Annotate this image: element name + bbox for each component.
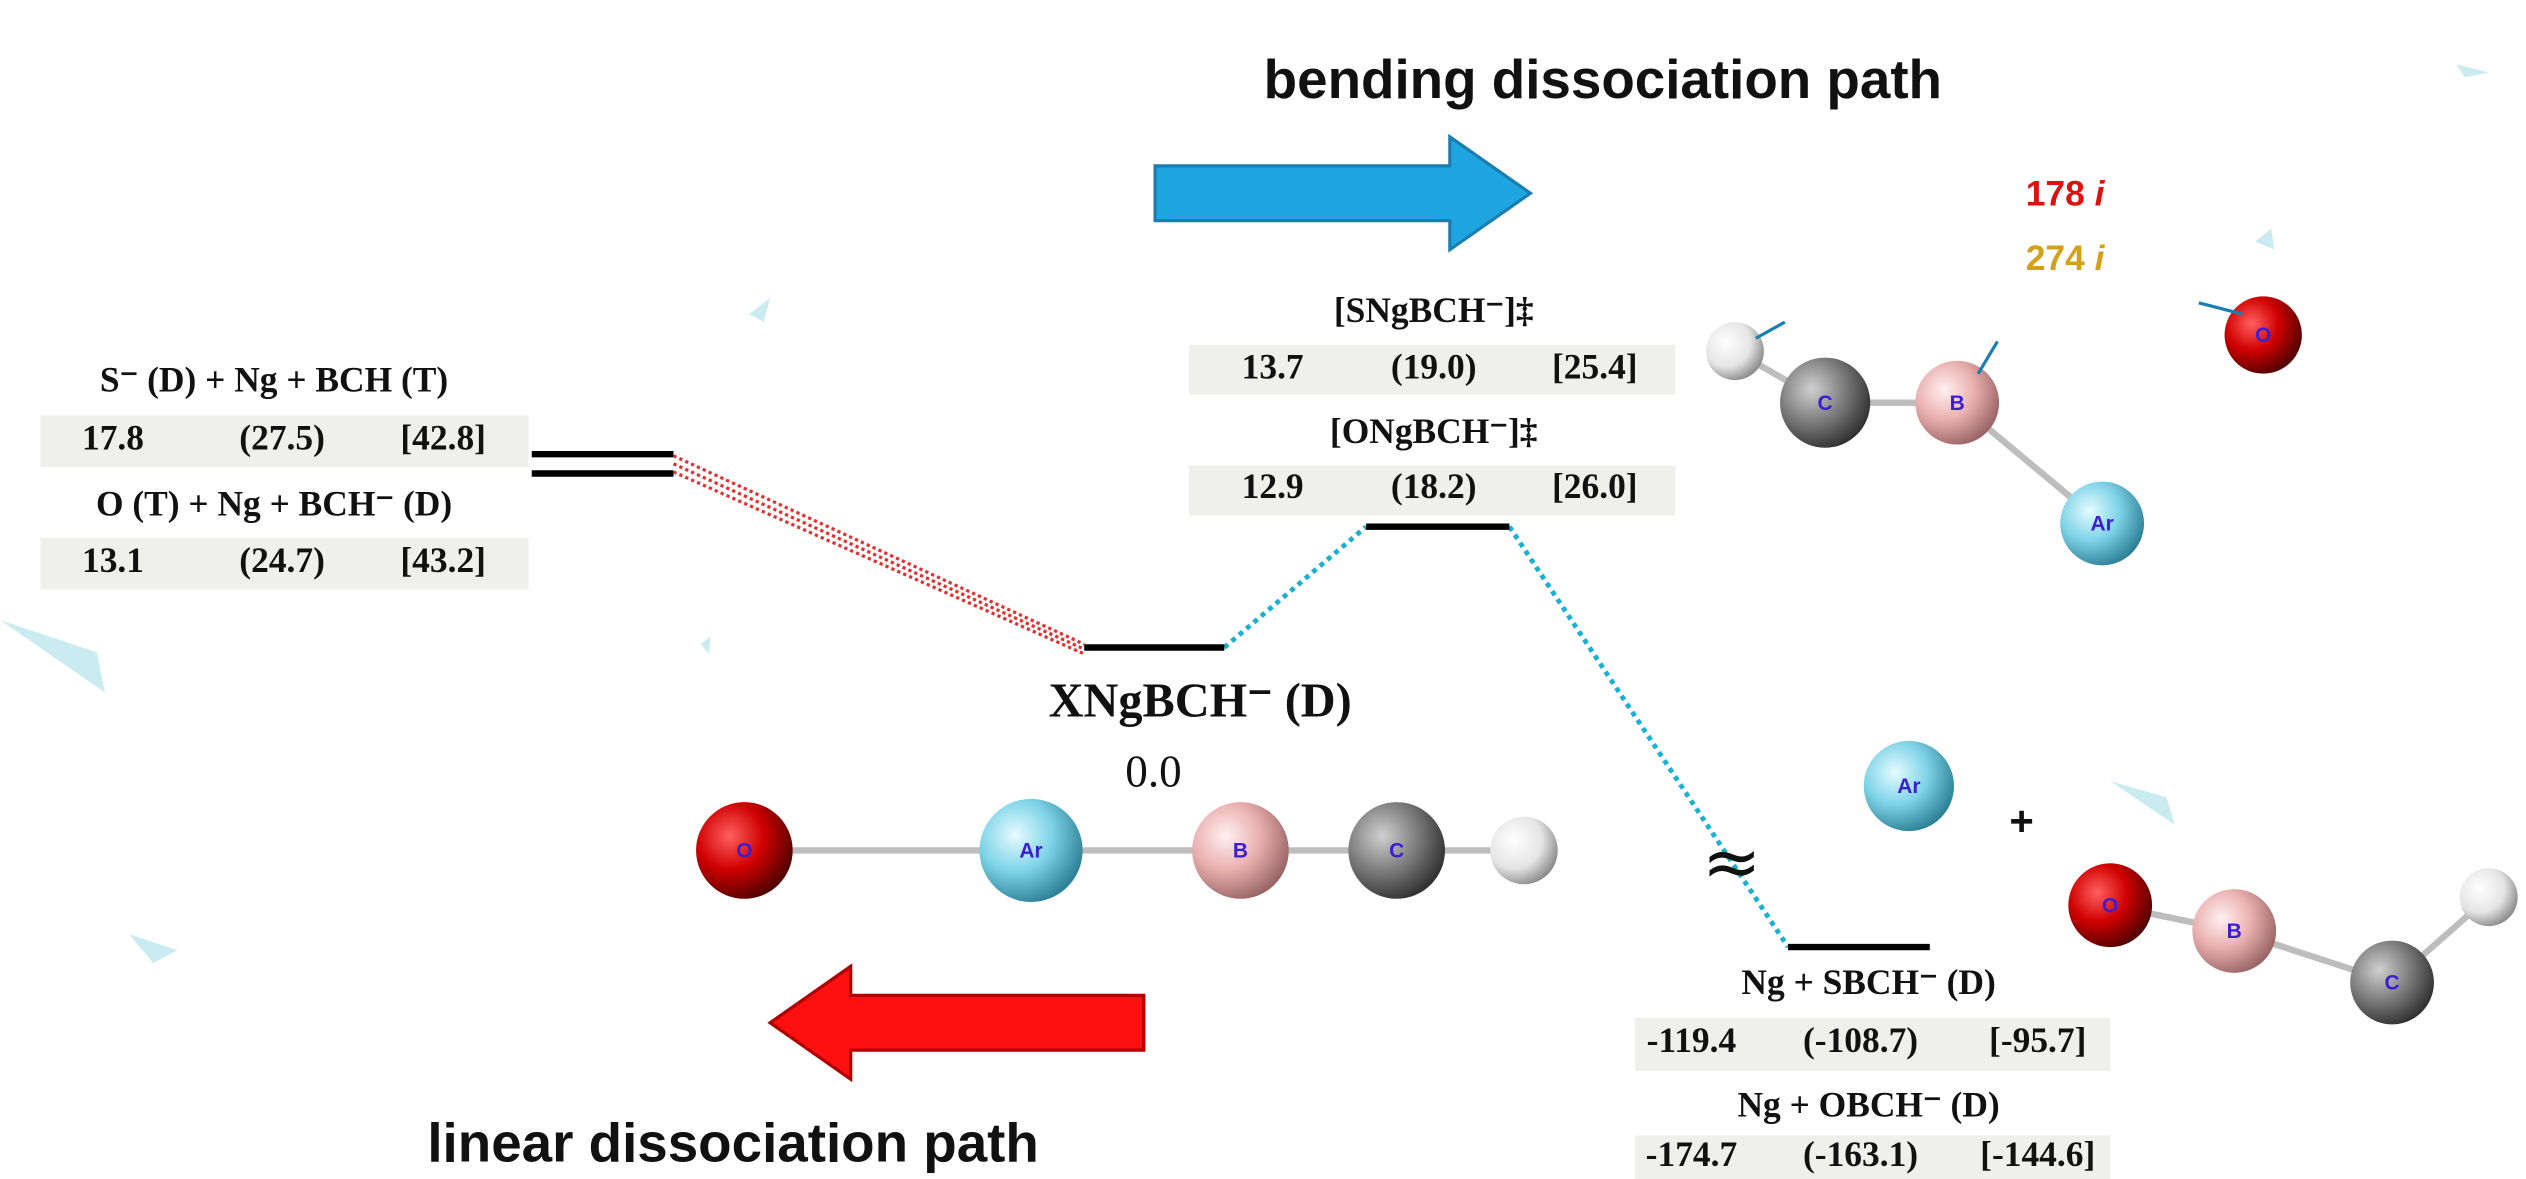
bending-arrow: [1155, 137, 1530, 250]
frequency-number: 178: [2026, 174, 2085, 214]
energy: (27.5): [239, 417, 325, 457]
bending-path-title: bending dissociation path: [1264, 48, 1942, 110]
ts-label: [SNgBCH⁻]‡: [1334, 290, 1534, 330]
reactant-energy: 0.0: [1125, 747, 1181, 797]
ts-molecule: C B Ar O: [1706, 296, 2302, 565]
atom: [1706, 322, 1764, 380]
atom-label: B: [1950, 392, 1965, 415]
atom-label: O: [736, 840, 752, 863]
product-label: Ng + SBCH⁻ (D): [1741, 962, 1995, 1002]
energy: [-144.6]: [1980, 1134, 2095, 1174]
ts-label: [ONgBCH⁻]‡: [1330, 411, 1538, 451]
plus-sign: +: [2009, 798, 2033, 845]
frequency: 178 i: [2026, 174, 2106, 214]
energy: 13.7: [1242, 347, 1304, 387]
product-label: Ng + OBCH⁻ (D): [1737, 1084, 1999, 1124]
atom: [2460, 868, 2518, 926]
energy: [26.0]: [1552, 466, 1638, 506]
energy: (19.0): [1391, 347, 1477, 387]
atom-label: B: [1233, 840, 1248, 863]
atom-label: O: [2255, 324, 2271, 347]
atom: [1490, 817, 1558, 885]
diagram: bending dissociation path linear dissoci…: [0, 0, 2526, 1179]
linear-arrow: [770, 966, 1144, 1079]
reactant-label: XNgBCH⁻ (D): [1049, 675, 1352, 728]
energy: -119.4: [1647, 1020, 1737, 1060]
energy: 17.8: [82, 417, 144, 457]
energy: (-108.7): [1803, 1020, 1918, 1060]
energy: [25.4]: [1552, 347, 1638, 387]
atom-label: C: [1818, 392, 1833, 415]
atom-label: Ar: [1019, 840, 1042, 863]
frequency-suffix: i: [2095, 238, 2106, 278]
frequency-suffix: i: [2095, 174, 2106, 214]
atom-label: O: [2102, 894, 2118, 917]
frequency-number: 274: [2026, 238, 2085, 278]
atom-label: Ar: [1897, 775, 1920, 798]
energy: [-95.7]: [1989, 1020, 2086, 1060]
energy: 12.9: [1242, 466, 1304, 506]
atom-label: Ar: [2091, 513, 2114, 536]
linear-molecule: O Ar B C: [696, 799, 1558, 902]
energy: (24.7): [239, 540, 325, 580]
atom-label: B: [2227, 920, 2242, 943]
energy: -174.7: [1646, 1134, 1737, 1174]
asymptote-label: S⁻ (D) + Ng + BCH (T): [100, 359, 448, 399]
energy: (-163.1): [1803, 1134, 1918, 1174]
page: { "paths": {"bending": "bending dissocia…: [0, 0, 2526, 1179]
linear-path-title: linear dissociation path: [427, 1111, 1038, 1173]
energy: (18.2): [1391, 466, 1477, 506]
asymptote-label: O (T) + Ng + BCH⁻ (D): [96, 483, 452, 523]
axis-break: ≈: [1702, 820, 1761, 903]
energy: [42.8]: [400, 417, 486, 457]
atom-label: C: [1389, 840, 1404, 863]
energy: 13.1: [82, 540, 144, 580]
red-connector: [674, 456, 1085, 654]
blue-connector: [1224, 527, 1366, 648]
energy: [43.2]: [400, 540, 486, 580]
atom-label: C: [2385, 972, 2400, 995]
frequency: 274 i: [2026, 238, 2106, 278]
